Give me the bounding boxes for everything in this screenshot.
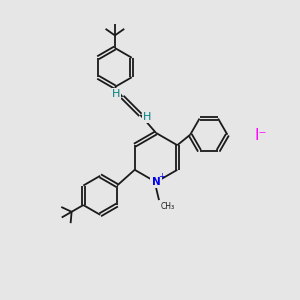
Text: H: H — [112, 89, 121, 99]
Text: N: N — [152, 177, 160, 187]
Text: H: H — [143, 112, 151, 122]
Text: +: + — [158, 172, 165, 181]
Text: I⁻: I⁻ — [255, 128, 267, 142]
Text: CH₃: CH₃ — [160, 202, 175, 211]
